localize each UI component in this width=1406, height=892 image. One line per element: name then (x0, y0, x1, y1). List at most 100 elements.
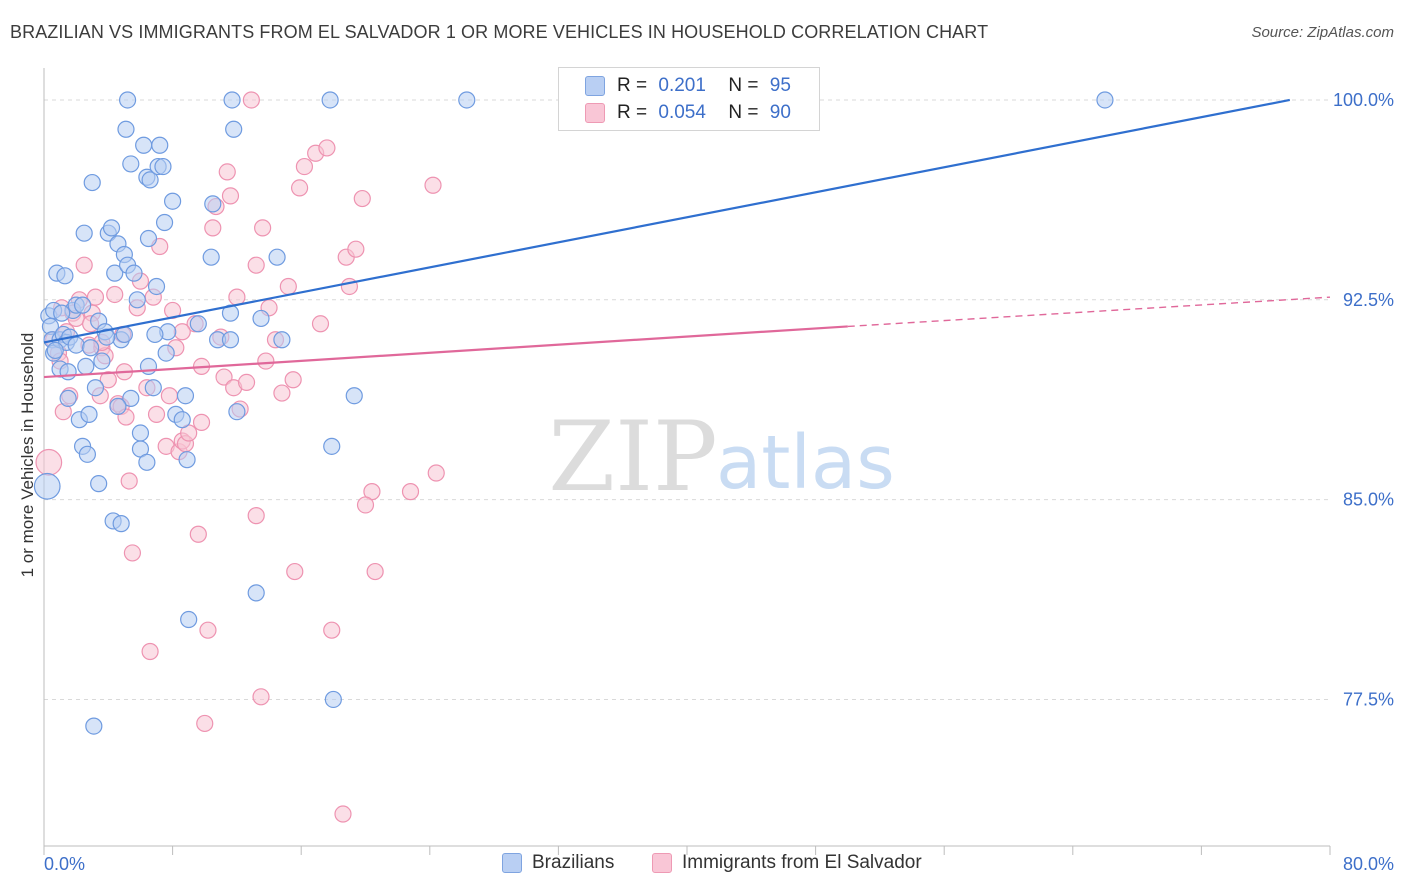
x-tick-label: 0.0% (44, 854, 85, 874)
data-point (334, 805, 352, 823)
data-point (242, 91, 260, 109)
data-point (427, 464, 445, 482)
data-point (311, 315, 330, 333)
chart-title: BRAZILIAN VS IMMIGRANTS FROM EL SALVADOR… (10, 22, 989, 42)
data-point (225, 120, 243, 138)
data-point (46, 341, 64, 360)
data-point (112, 515, 130, 533)
data-point (109, 397, 127, 415)
data-point (353, 189, 371, 208)
legend-n-value: 95 (769, 75, 791, 96)
y-tick-label: 77.5% (1343, 689, 1394, 709)
data-point (56, 267, 74, 285)
data-point (67, 336, 85, 354)
legend-n-value: 90 (769, 102, 791, 123)
data-point (196, 714, 214, 733)
data-point (366, 562, 384, 581)
data-point (189, 315, 207, 333)
data-point (135, 136, 153, 154)
legend-item-brazilians[interactable]: Brazilians (502, 852, 614, 874)
data-point (323, 437, 341, 455)
data-point (176, 387, 195, 405)
legend-r-label: R = (617, 102, 648, 123)
legend-swatch-blue (502, 853, 522, 873)
data-point (146, 325, 164, 344)
data-point (53, 304, 71, 322)
trend-line-el-salvador (43, 325, 848, 379)
legend-swatch-pink (652, 853, 672, 873)
trend-line-el-salvador-extension (847, 296, 1331, 328)
data-point (268, 248, 286, 266)
data-point (228, 403, 246, 421)
watermark-zip: ZIP (548, 401, 717, 513)
data-point (117, 120, 135, 138)
data-point (180, 610, 198, 629)
data-point (458, 91, 476, 109)
data-point (252, 688, 270, 706)
data-point (35, 448, 63, 476)
data-point (324, 690, 342, 709)
legend-n-label: N = (728, 102, 759, 123)
data-point (160, 387, 178, 405)
data-point (247, 584, 265, 602)
legend-r-value: 0.054 (658, 102, 706, 123)
data-point (82, 339, 100, 357)
legend-n-label: N = (728, 75, 759, 96)
data-point (123, 544, 142, 562)
series-legend: Brazilians Immigrants from El Salvador (0, 852, 1406, 878)
correlation-legend: R = 0.201 N = 95 R = 0.054 N = 90 (558, 67, 820, 131)
legend-r-label: R = (617, 75, 648, 96)
data-point (173, 411, 191, 429)
data-point (273, 331, 291, 349)
data-point (131, 424, 150, 442)
data-point (128, 291, 146, 309)
data-point (138, 453, 156, 471)
data-point (286, 562, 304, 581)
data-point (204, 219, 222, 237)
trend-line-brazilians (43, 98, 1291, 344)
data-point (155, 213, 174, 232)
x-tick-label: 80.0% (1343, 854, 1394, 874)
data-point (347, 240, 365, 258)
data-point (247, 256, 265, 274)
data-point (173, 323, 191, 341)
data-point (75, 256, 93, 274)
data-point (102, 219, 121, 237)
data-point (80, 405, 98, 423)
data-point (122, 155, 140, 173)
legend-label-el-salvador: Immigrants from El Salvador (682, 852, 922, 873)
data-point (78, 445, 97, 463)
data-point (93, 352, 111, 370)
legend-row-el-salvador: R = 0.054 N = 90 (585, 100, 791, 126)
data-point (356, 496, 375, 514)
data-point (86, 379, 105, 397)
legend-item-el-salvador[interactable]: Immigrants from El Salvador (652, 852, 922, 874)
data-point (323, 621, 341, 639)
data-point (202, 248, 220, 266)
legend-swatch-blue (585, 76, 605, 96)
watermark-atlas: atlas (716, 420, 895, 506)
data-point (424, 176, 442, 194)
data-point (252, 309, 270, 328)
data-point (98, 328, 116, 346)
data-point (147, 277, 166, 296)
data-point (192, 413, 211, 431)
legend-row-brazilians: R = 0.201 N = 95 (585, 73, 791, 99)
data-point (284, 371, 302, 389)
data-point (318, 139, 336, 157)
data-point (59, 389, 77, 407)
data-point (85, 717, 103, 735)
data-point (83, 173, 101, 192)
data-point (290, 179, 309, 197)
legend-r-value: 0.201 (658, 75, 706, 96)
data-point (247, 507, 265, 525)
data-point (221, 187, 240, 205)
data-point (189, 525, 207, 543)
tick-labels: 77.5% 85.0% 92.5% 100.0% 0.0% 80.0% (44, 90, 1394, 874)
grid-lines (44, 99, 1330, 700)
data-point (257, 352, 275, 370)
data-point (33, 472, 61, 500)
data-point (254, 219, 272, 237)
data-point (75, 224, 93, 242)
data-point (401, 483, 420, 501)
